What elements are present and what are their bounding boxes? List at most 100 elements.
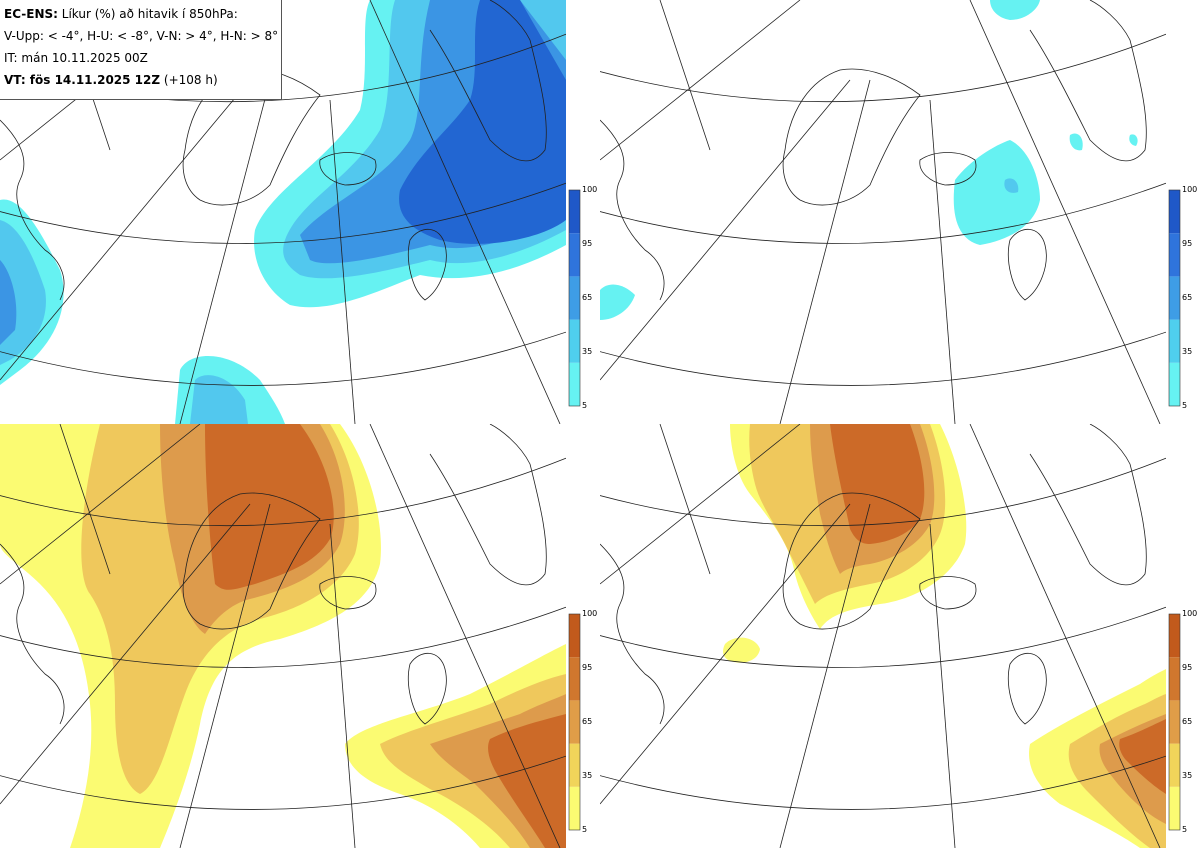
colorbar-segment [569,190,580,234]
colorbar-svg [1168,189,1181,407]
shading-layer [723,424,1166,848]
meridian [59,424,111,575]
shade-level-4 [399,0,566,244]
british-isles-coast [407,652,447,725]
grid-layer [600,424,1166,848]
colorbar-segment [569,614,580,658]
colorbar-segment [569,786,580,830]
shade-level-3 [0,260,17,345]
colorbar-segment [1169,362,1180,406]
iceland-coast [919,576,977,610]
meridian [369,424,561,848]
latitude-circle [600,755,1166,810]
map-panel-warm-anomaly-4 [0,424,566,848]
latitude-circle [600,457,1166,527]
colorbar-tick-label: 65 [1182,717,1193,726]
coastline-layer [600,424,1147,725]
colorbar-blue-top-left: 100 95 65 35 5 [566,185,600,410]
colorbar-segment [1169,190,1180,234]
latitude-circle [600,33,1166,103]
shade-level-4 [488,714,566,848]
meridian [600,424,801,585]
colorbar-tick-label: 5 [582,401,588,410]
colorbar-segment [1169,614,1180,658]
canada-coast [0,119,65,301]
colorbar-segment [1169,233,1180,277]
shade-level-1 [953,140,1040,245]
grid-layer [600,0,1166,424]
colorbar-tick-label: 35 [1182,347,1193,356]
latitude-circle [0,457,566,527]
latitude-circle [600,331,1166,386]
meridian [779,79,871,424]
colorbar-tick-label: 65 [1182,293,1193,302]
shade-level-1 [990,0,1040,20]
legend-model: EC-ENS: [4,7,58,21]
colorbar-frame [1168,189,1181,407]
shade-level-1 [600,284,635,320]
map-svg [0,424,566,848]
meridian [179,503,271,848]
colorbar-svg [1168,613,1181,831]
legend-line-1: EC-ENS: Líkur (%) að hitavik í 850hPa: [4,5,277,27]
colorbar-frame [1168,613,1181,831]
latitude-circle [0,182,566,244]
map-panel-cold-anomaly-8 [600,0,1166,424]
colorbar-segment [569,233,580,277]
meridian [929,99,956,424]
iceland-coast [919,152,977,186]
colorbar-segment [569,276,580,320]
meridian [779,503,871,848]
canada-coast [600,119,665,301]
colorbar-segment [569,657,580,701]
colorbar-segment [1169,700,1180,744]
shade-level-2 [190,375,248,424]
meridian [659,0,711,151]
colorbar-segment [569,319,580,363]
meridian [369,0,561,424]
map-svg [600,424,1166,848]
meridian [179,79,271,424]
colorbar-tick-label: 5 [1182,401,1188,410]
colorbar-segment [1169,786,1180,830]
british-isles-coast [1007,228,1047,301]
meridian [600,79,851,381]
colorbar-tick-label: 100 [582,185,598,194]
colorbar-tick-label: 35 [1182,771,1193,780]
canada-coast [0,543,65,725]
scandinavia-coast [1029,0,1147,162]
colorbar-segment [1169,743,1180,787]
british-isles-coast [407,228,447,301]
iceland-coast [319,576,377,610]
shade-level-4 [830,424,925,544]
legend-lead-time: (+108 h) [160,73,218,87]
colorbar-frame [568,189,581,407]
scandinavia-coast [429,424,547,586]
colorbar-tick-label: 5 [582,825,588,834]
canada-coast [600,543,665,725]
map-legend-box: EC-ENS: Líkur (%) að hitavik í 850hPa: V… [0,0,282,100]
colorbar-segment [1169,657,1180,701]
colorbar-tick-label: 65 [582,293,593,302]
meridian [0,79,251,381]
meridian [600,0,801,161]
greenland-coast [782,68,921,206]
shade-level-1 [1129,134,1138,146]
colorbar-frame [568,613,581,831]
legend-line-3: IT: mán 10.11.2025 00Z [4,51,148,65]
legend-line-4: VT: fös 14.11.2025 12Z (+108 h) [4,71,277,93]
map-panel-warm-anomaly-8 [600,424,1166,848]
meridian [0,424,201,585]
coastline-layer [600,0,1147,301]
colorbar-segment [569,700,580,744]
map-svg [600,0,1166,424]
colorbar-segment [569,743,580,787]
colorbar-svg [568,189,581,407]
colorbar-orange-bottom-right: 100 95 65 35 5 [1166,610,1200,834]
iceland-coast [319,152,377,186]
latitude-circle [0,606,566,668]
shading-layer [0,424,566,848]
meridian [600,503,851,805]
scandinavia-coast [1029,424,1147,586]
coastline-layer [0,424,547,725]
